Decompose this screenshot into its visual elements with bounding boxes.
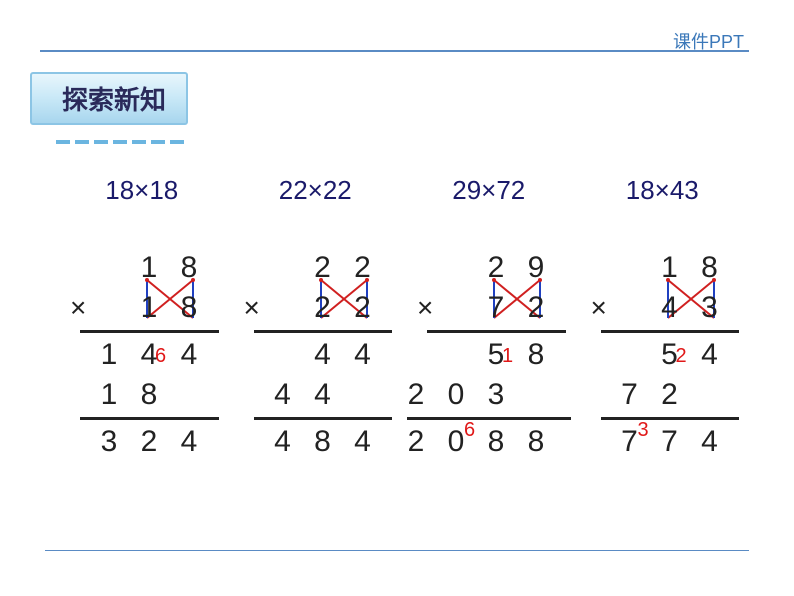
- digit: 5: [482, 335, 510, 375]
- expression: 18×43: [576, 175, 750, 206]
- digit: 7: [616, 375, 644, 415]
- top-rule: [40, 50, 749, 52]
- digit: 4: [696, 422, 724, 462]
- problem-1: 18×18 1 8 × 1 8 6 1 4 4: [55, 175, 229, 462]
- expression: 29×72: [402, 175, 576, 206]
- digit: 8: [175, 288, 203, 328]
- digit: 4: [175, 422, 203, 462]
- digit: 8: [522, 422, 550, 462]
- digit: 5: [656, 335, 684, 375]
- digit: 2: [135, 422, 163, 462]
- title-section: 探索新知: [30, 72, 189, 149]
- section-title: 探索新知: [30, 72, 188, 125]
- digit: 4: [135, 335, 163, 375]
- digit: 2: [522, 288, 550, 328]
- digit: 1: [95, 335, 123, 375]
- digit: 8: [522, 335, 550, 375]
- digit: 4: [349, 335, 377, 375]
- digit: 4: [269, 422, 297, 462]
- digit: 8: [135, 375, 163, 415]
- times-sign: ×: [417, 288, 433, 328]
- digit: 4: [656, 288, 684, 328]
- digit: 8: [309, 422, 337, 462]
- digit: 2: [309, 288, 337, 328]
- digit: 2: [349, 288, 377, 328]
- digit: 7: [616, 422, 644, 462]
- long-multiplication: 2 2 × 2 2 4 4 4 4: [229, 248, 403, 462]
- digit: 2: [402, 422, 430, 462]
- title-dashes: [56, 131, 189, 149]
- long-multiplication: 1 8 × 4 3 2 5 4 7 2: [576, 248, 750, 462]
- digit: 3: [482, 375, 510, 415]
- digit: 7: [482, 288, 510, 328]
- digit: 1: [135, 288, 163, 328]
- digit: 0: [442, 422, 470, 462]
- digit: 4: [269, 375, 297, 415]
- digit: 3: [696, 288, 724, 328]
- digit: 4: [349, 422, 377, 462]
- digit: 0: [442, 375, 470, 415]
- digit: 2: [656, 375, 684, 415]
- problems-row: 18×18 1 8 × 1 8 6 1 4 4: [55, 175, 749, 462]
- bottom-rule: [45, 550, 749, 551]
- long-multiplication: 2 9 × 7 2 1 5 8 2 0: [402, 248, 576, 462]
- digit: 2: [402, 375, 430, 415]
- ppt-label: 课件PPT: [673, 28, 744, 54]
- digit: 4: [175, 335, 203, 375]
- digit: 4: [309, 375, 337, 415]
- digit: 4: [309, 335, 337, 375]
- long-multiplication: 1 8 × 1 8 6 1 4 4 1: [55, 248, 229, 462]
- digit: 4: [696, 335, 724, 375]
- times-sign: ×: [244, 288, 260, 328]
- digit: 7: [656, 422, 684, 462]
- problem-2: 22×22 2 2 × 2 2 4 4: [229, 175, 403, 462]
- expression: 18×18: [55, 175, 229, 206]
- digit: 8: [482, 422, 510, 462]
- expression: 22×22: [229, 175, 403, 206]
- times-sign: ×: [591, 288, 607, 328]
- problem-4: 18×43 1 8 × 4 3 2 5 4: [576, 175, 750, 462]
- digit: 3: [95, 422, 123, 462]
- problem-3: 29×72 2 9 × 7 2 1 5 8: [402, 175, 576, 462]
- times-sign: ×: [70, 288, 86, 328]
- digit: 1: [95, 375, 123, 415]
